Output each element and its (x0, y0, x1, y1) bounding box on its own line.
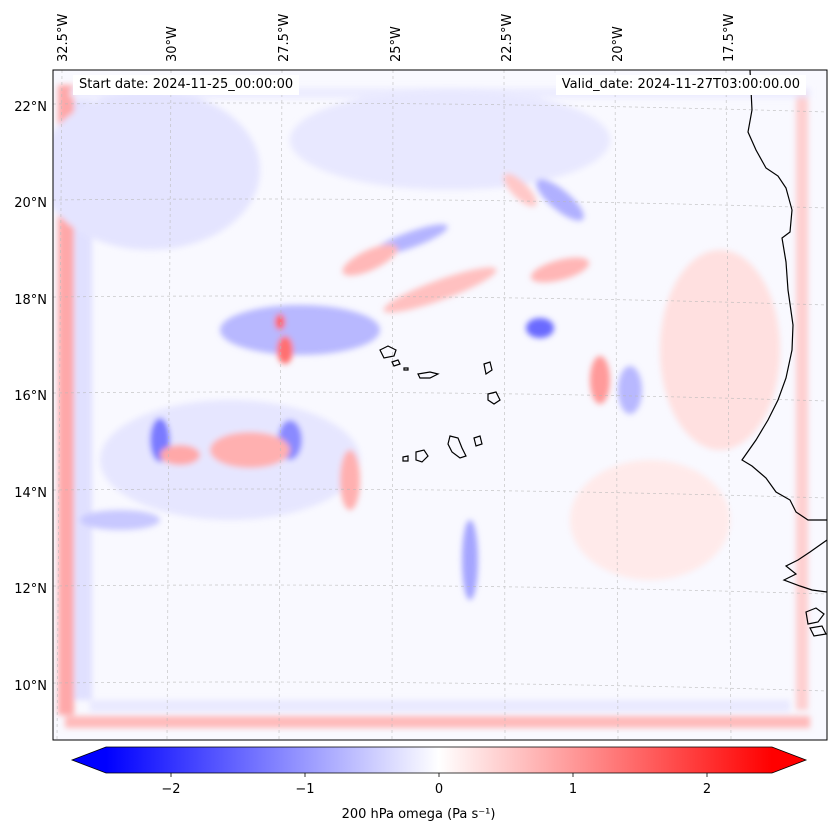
africa-coast (741, 70, 827, 521)
lat-label-12n: 12°N (14, 582, 47, 597)
santa-luzia-island (403, 367, 409, 371)
sal-island (483, 361, 493, 375)
colorbar-tick-minus-2: −2 (161, 782, 180, 797)
colorbar-gradient (106, 747, 772, 773)
red-streak-9 (340, 450, 360, 510)
blue-streak-4 (462, 520, 478, 600)
colorbar: −2 −1 0 1 2 (70, 746, 808, 797)
south-boundary-band (65, 716, 810, 728)
colorbar-tick-2: 2 (703, 782, 711, 797)
colorbar-outline (70, 746, 808, 774)
fogo-island (415, 449, 429, 463)
santo-antao-island (379, 345, 397, 359)
lon-label-20w: 20°W (611, 26, 626, 62)
start-date-label: Start date: 2024-11-25_00:00:00 (73, 75, 300, 95)
colorbar-min-extend (72, 747, 106, 773)
lon-label-17-5w: 17.5°W (722, 14, 737, 62)
west-boundary-inner (74, 100, 92, 700)
blue-streak-1 (526, 318, 554, 338)
colorbar-tick-1: 1 (569, 782, 577, 797)
lat-label-20n: 20°N (14, 196, 47, 211)
colorbar-ticks (170, 773, 708, 777)
lon-label-27-5w: 27.5°W (277, 14, 292, 62)
red-streak-6 (530, 257, 590, 283)
lon-label-22-5w: 22.5°W (500, 14, 515, 62)
south-boundary-inner (90, 700, 790, 712)
red-region-se (570, 460, 730, 580)
red-streak-5 (383, 267, 497, 313)
lon-label-25w: 25°W (389, 26, 404, 62)
blue-streak-7 (80, 510, 160, 530)
boa-vista-island (487, 391, 501, 405)
colorbar-label: 200 hPa omega (Pa s⁻¹) (341, 807, 496, 822)
colorbar-max-extend (772, 747, 806, 773)
valid-date-label: Valid_date: 2024-11-27T03:00:00.00 (555, 75, 806, 95)
red-streak-7 (590, 356, 610, 404)
lat-label-18n: 18°N (14, 293, 47, 308)
blue-streak-8 (618, 366, 642, 414)
longitude-labels: 32.5°W 30°W 27.5°W 25°W 22.5°W 20°W 17.5… (56, 14, 737, 62)
west-boundary-band (58, 85, 74, 715)
red-streak-8 (503, 173, 537, 207)
sao-nicolau-island (417, 371, 440, 379)
map-frame (52, 69, 828, 741)
blue-region-nw (53, 90, 260, 250)
red-streak-1 (277, 336, 293, 364)
blue-region-center (220, 305, 380, 355)
gridlines (53, 70, 827, 740)
cape-verde-islands (379, 345, 501, 463)
lon-label-32-5w: 32.5°W (56, 14, 71, 62)
red-region-east (660, 250, 780, 450)
lat-label-10n: 10°N (14, 679, 47, 694)
latitude-labels: 22°N 20°N 18°N 16°N 14°N 12°N 10°N (14, 100, 47, 694)
red-streak-4 (342, 244, 398, 276)
santiago-island (447, 435, 467, 459)
sao-vicente-island (391, 359, 401, 367)
blue-streak-5 (536, 179, 584, 221)
maio-island (473, 435, 483, 447)
lon-label-30w: 30°W (165, 26, 180, 62)
guinea-islands (805, 607, 827, 637)
brava-island (402, 455, 409, 462)
lat-label-14n: 14°N (14, 486, 47, 501)
omega-field (53, 70, 827, 740)
blue-region-n (290, 90, 610, 190)
lat-label-22n: 22°N (14, 100, 47, 115)
lat-label-16n: 16°N (14, 389, 47, 404)
red-streak-3 (210, 432, 290, 468)
red-streak-10 (160, 445, 200, 465)
colorbar-tick-0: 0 (435, 782, 443, 797)
africa-coast-south (782, 539, 827, 593)
colorbar-tick-minus-1: −1 (295, 782, 314, 797)
red-streak-2 (275, 314, 285, 330)
coastlines (741, 70, 827, 637)
